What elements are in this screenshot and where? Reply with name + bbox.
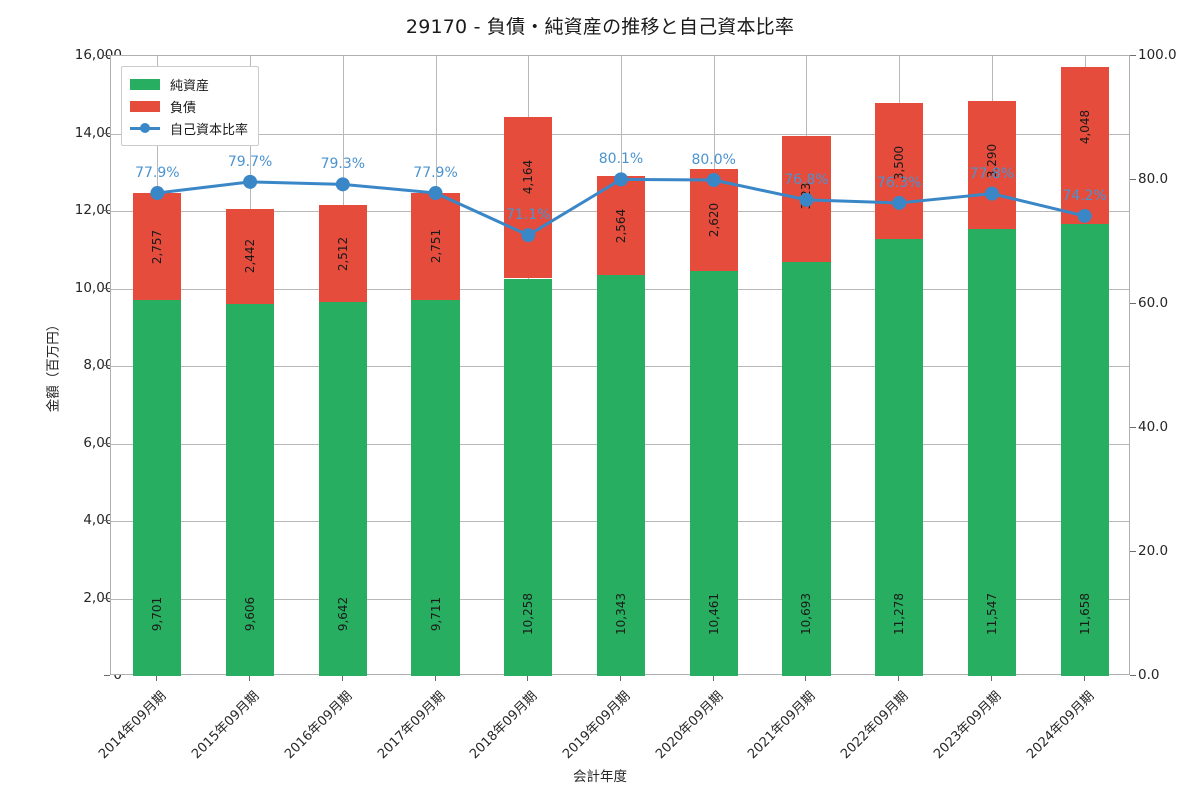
x-tick-mark — [1083, 675, 1085, 681]
y-tick-label-right: 80.0 — [1138, 171, 1169, 187]
bar-segment-equity[interactable] — [689, 270, 738, 676]
x-tick-mark — [712, 675, 714, 681]
bar-segment-liabilities[interactable] — [411, 193, 460, 300]
x-tick-label: 2014年09月期 — [96, 688, 170, 763]
x-tick-mark — [341, 675, 343, 681]
y-tick-mark-left — [104, 675, 110, 676]
ratio-data-point[interactable] — [984, 186, 999, 201]
legend-label-liabilities: 負債 — [170, 100, 197, 116]
x-tick-mark — [249, 675, 251, 681]
x-tick-label: 2017年09月期 — [374, 688, 448, 763]
x-tick-label: 2019年09月期 — [560, 688, 634, 763]
y-tick-label-left: 0 — [113, 667, 122, 683]
x-tick-mark — [620, 675, 621, 681]
bar-segment-liabilities[interactable] — [875, 103, 924, 239]
bar-segment-equity[interactable] — [782, 261, 831, 676]
x-tick-label: 2018年09月期 — [467, 688, 541, 763]
y-tick-label-right: 100.0 — [1138, 47, 1177, 63]
y-tick-mark-left — [104, 210, 110, 211]
legend-swatch-liabilities — [130, 100, 160, 112]
y-tick-label-right: 40.0 — [1138, 419, 1169, 435]
ratio-line-path — [155, 177, 1087, 237]
gridline-horizontal — [111, 133, 1129, 135]
bar-segment-liabilities[interactable] — [504, 117, 553, 279]
x-tick-mark — [527, 675, 529, 681]
x-tick-label: 2016年09月期 — [281, 688, 356, 763]
bar-segment-liabilities[interactable] — [1060, 67, 1109, 225]
bar-segment-liabilities[interactable] — [225, 209, 275, 304]
y-axis-label-left: 金額（百万円） — [45, 317, 62, 413]
legend-item-equity: 純資産 — [130, 73, 248, 95]
ratio-data-point[interactable] — [150, 186, 165, 201]
ratio-data-point[interactable] — [706, 173, 721, 187]
ratio-data-point[interactable] — [428, 186, 443, 201]
ratio-line-series — [150, 172, 1092, 243]
bar-segment-equity[interactable] — [1060, 224, 1109, 676]
legend-label-equity: 純資産 — [170, 78, 210, 94]
y-tick-mark-left — [104, 287, 110, 289]
y-tick-mark-right — [1130, 551, 1136, 552]
legend-item-equity-ratio: 自己資本比率 — [130, 117, 248, 139]
bar-segment-equity[interactable] — [875, 238, 924, 676]
y-tick-mark-right — [1130, 55, 1136, 56]
chart-title: 29170 - 負債・純資産の推移と自己資本比率 — [405, 16, 795, 38]
y-tick-label-right: 60.0 — [1138, 295, 1169, 311]
legend-label-equity-ratio: 自己資本比率 — [170, 122, 249, 138]
ratio-data-point[interactable] — [243, 174, 258, 189]
ratio-data-point[interactable] — [892, 195, 907, 210]
y-tick-label-right: 0.0 — [1138, 667, 1160, 683]
y-tick-mark-right — [1130, 179, 1136, 180]
legend-swatch-equity — [130, 78, 160, 90]
y-tick-mark-left — [104, 132, 110, 134]
x-tick-mark — [156, 675, 158, 681]
y-tick-mark-left — [104, 442, 110, 444]
x-tick-mark — [990, 675, 992, 681]
legend-line-equity-ratio — [130, 123, 160, 134]
bar-segment-equity[interactable] — [133, 300, 182, 676]
x-tick-label: 2021年09月期 — [745, 688, 819, 763]
bar-segment-liabilities[interactable] — [596, 175, 646, 276]
chart-legend: 純資産 負債 自己資本比率 — [121, 66, 260, 146]
legend-item-liabilities: 負債 — [130, 95, 248, 117]
ratio-data-point[interactable] — [1077, 208, 1092, 223]
bar-segment-liabilities[interactable] — [318, 205, 367, 303]
ratio-data-point[interactable] — [335, 177, 350, 192]
ratio-data-point[interactable] — [799, 192, 814, 207]
y-tick-mark-left — [104, 597, 110, 599]
bar-segment-equity[interactable] — [411, 299, 460, 676]
y-tick-label-right: 20.0 — [1138, 543, 1169, 559]
x-tick-label: 2020年09月期 — [652, 688, 727, 763]
y-tick-mark-right — [1130, 675, 1136, 676]
bar-segment-equity[interactable] — [318, 302, 367, 676]
y-tick-mark-left — [104, 520, 110, 521]
bar-segment-equity[interactable] — [225, 303, 275, 676]
x-tick-mark — [805, 675, 807, 681]
bar-segment-liabilities[interactable] — [133, 193, 182, 301]
y-tick-mark-right — [1130, 427, 1136, 428]
y-tick-mark-left — [104, 365, 110, 366]
ratio-data-point[interactable] — [521, 228, 536, 243]
ratio-data-point[interactable] — [614, 172, 628, 187]
bar-segment-equity[interactable] — [504, 278, 553, 676]
x-tick-label: 2022年09月期 — [838, 688, 912, 763]
bar-segment-liabilities[interactable] — [967, 101, 1016, 229]
y-tick-mark-left — [104, 55, 110, 56]
plot-area: 9,701 2,757 9,606 2,442 9,642 2,512 9,711 2,751… — [110, 55, 1130, 676]
x-tick-label: 2024年09月期 — [1023, 688, 1098, 763]
x-tick-mark — [898, 675, 900, 681]
y-tick-mark-right — [1130, 303, 1136, 304]
x-axis-label: 会計年度 — [573, 769, 627, 785]
bar-segment-equity[interactable] — [596, 275, 646, 676]
x-tick-label: 2015年09月期 — [189, 688, 263, 763]
bar-segment-equity[interactable] — [967, 228, 1016, 676]
x-tick-label: 2023年09月期 — [931, 688, 1005, 763]
x-tick-mark — [434, 675, 436, 681]
